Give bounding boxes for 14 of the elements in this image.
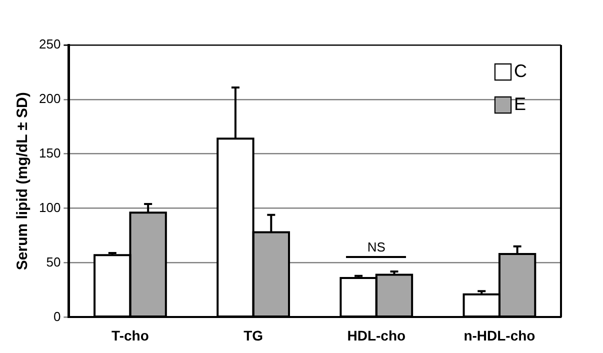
y-axis-title: Serum lipid (mg/dL ± SD) xyxy=(14,92,32,270)
y-tick-label: 0 xyxy=(53,308,61,324)
y-tick-label: 50 xyxy=(46,254,61,270)
x-tick-label: n-HDL-cho xyxy=(464,327,536,344)
y-tick-label: 200 xyxy=(38,91,61,106)
x-tick-label: HDL-cho xyxy=(347,327,406,344)
x-tick-label: T-cho xyxy=(112,327,149,344)
y-tick-label: 150 xyxy=(38,145,61,160)
y-tick-label: 100 xyxy=(38,200,61,215)
legend-label: C xyxy=(514,60,527,81)
x-tick-label: TG xyxy=(244,327,264,344)
y-tick-label: 250 xyxy=(38,36,61,52)
legend-label: E xyxy=(514,94,526,114)
annotation: NS xyxy=(367,239,386,254)
